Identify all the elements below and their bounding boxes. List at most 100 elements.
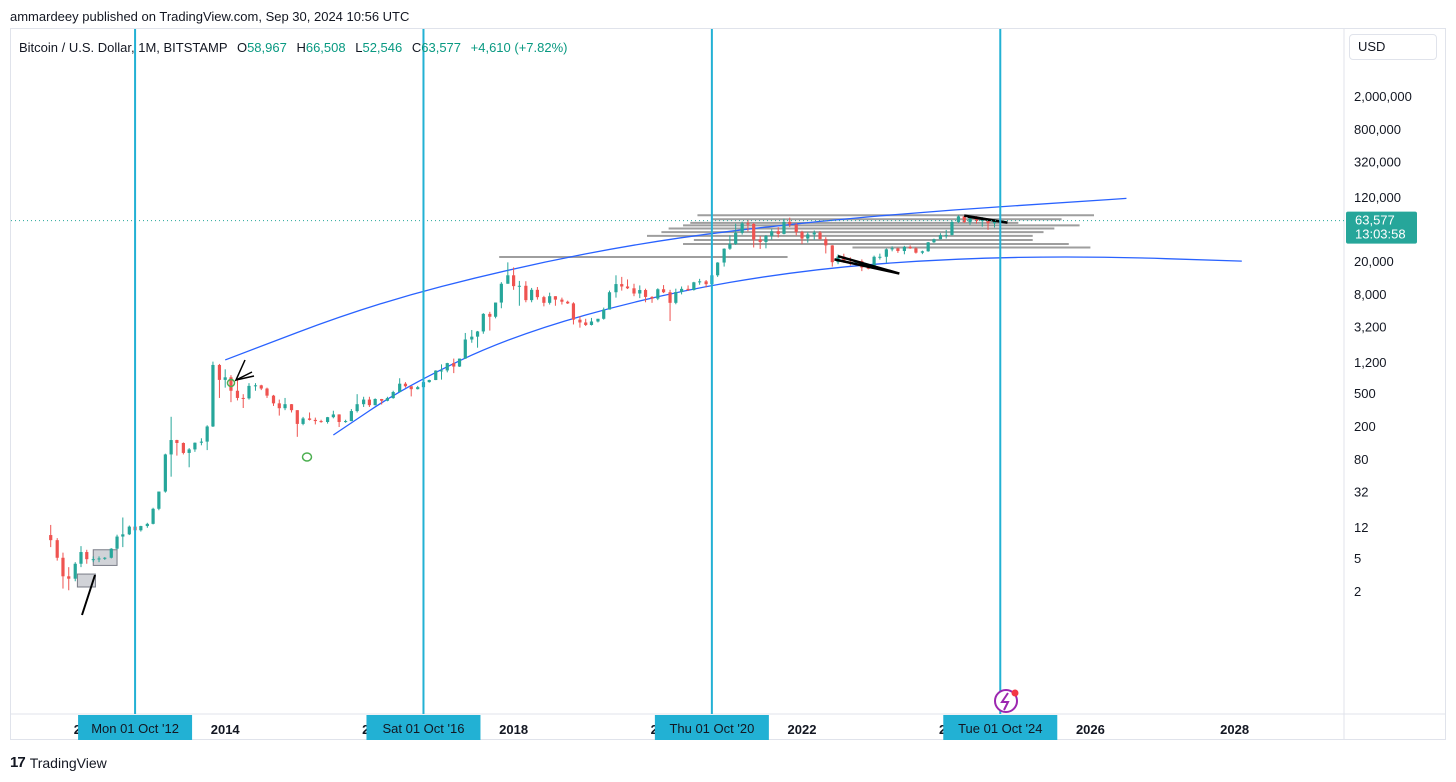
candle-body (620, 284, 624, 287)
open-label: O (236, 40, 248, 55)
candle-body (638, 290, 642, 294)
candle-body (97, 558, 101, 560)
y-tick-label: 20,000 (1354, 254, 1394, 269)
candle-body (625, 286, 630, 289)
candle-body (602, 309, 606, 319)
candle-body (127, 526, 131, 535)
y-tick-label: 320,000 (1354, 155, 1401, 170)
candle-body (67, 576, 71, 579)
candle-body (656, 289, 660, 299)
candle-body (938, 235, 943, 240)
candle-body (920, 251, 925, 253)
candle-body (481, 313, 485, 332)
candle-body (740, 223, 744, 233)
candle-body (217, 364, 222, 380)
candle-body (566, 301, 570, 304)
y-tick-label: 1,200 (1354, 355, 1387, 370)
candle-body (914, 248, 918, 253)
candle-body (380, 398, 384, 401)
candle-body (596, 318, 600, 322)
high-value: 66,508 (305, 40, 346, 55)
candle-body (986, 219, 990, 224)
lower-channel-curve[interactable] (332, 256, 1242, 436)
candle-body (427, 380, 431, 383)
candle-body (235, 390, 240, 398)
candle-body (517, 285, 521, 287)
last-price-value: 63,577 (1355, 213, 1395, 228)
candle-body (181, 442, 185, 453)
currency-button[interactable]: USD (1349, 34, 1437, 60)
candle-body (553, 296, 558, 300)
candle-body (259, 385, 263, 389)
candle-body (475, 331, 480, 337)
low-value: 52,546 (362, 40, 403, 55)
candle-body (283, 404, 287, 409)
candle-body (452, 363, 456, 367)
symbol-name[interactable]: Bitcoin / U.S. Dollar, 1M, BITSTAMP (19, 40, 228, 55)
wedge-drawing[interactable] (964, 214, 1008, 224)
candle-body (163, 454, 167, 492)
candle-body (319, 421, 323, 423)
candle-body (355, 404, 359, 412)
candle-body (932, 239, 936, 243)
candle-body (734, 232, 738, 244)
candle-body (506, 275, 510, 284)
cycle-date-label: Tue 01 Oct '24 (958, 721, 1042, 736)
candle-body (770, 231, 774, 236)
trend-stroke[interactable] (81, 574, 96, 616)
candle-body (589, 321, 594, 325)
x-tick-label: 2026 (1076, 722, 1105, 737)
candle-body (752, 223, 756, 240)
candle-body (788, 221, 792, 225)
candle-body (362, 399, 366, 405)
candle-body (902, 246, 906, 251)
y-tick-label: 800,000 (1354, 122, 1401, 137)
cycle-date-tag[interactable] (78, 715, 193, 740)
tradingview-brand[interactable]: 17 TradingView (10, 754, 107, 771)
open-value: 58,967 (247, 40, 287, 55)
candle-body (79, 552, 83, 564)
candle-body (241, 397, 245, 399)
low-label: L (355, 40, 363, 55)
candle-body (872, 256, 876, 269)
wedge-drawing[interactable] (834, 255, 900, 275)
candle-body (73, 563, 77, 579)
candle-body (121, 534, 125, 537)
bottom-circle-marker[interactable] (301, 452, 313, 462)
arrow-head-icon (234, 359, 253, 382)
candle-body (493, 302, 498, 317)
candle-body (908, 246, 912, 249)
publisher-line: ammardeey published on TradingView.com, … (10, 9, 410, 24)
candle-body (632, 288, 636, 294)
candle-body (109, 548, 113, 558)
candle-body (193, 442, 197, 450)
candle-body (289, 404, 294, 411)
upper-channel-curve[interactable] (224, 197, 1127, 361)
candle-body (926, 242, 930, 252)
cycle-date-tag[interactable] (943, 715, 1058, 740)
candle-body (962, 216, 966, 223)
candle-body (49, 535, 53, 541)
candle-body (764, 235, 768, 242)
last-price-tag[interactable] (1346, 211, 1417, 244)
y-tick-label: 120,000 (1354, 190, 1401, 205)
top-circle-marker[interactable] (226, 378, 236, 388)
candle-body (385, 398, 390, 401)
cycle-date-tag[interactable] (366, 715, 481, 740)
candle-body (794, 224, 798, 232)
candle-body (91, 559, 95, 561)
candle-body (470, 336, 474, 340)
cycle-date-tag[interactable] (654, 715, 769, 740)
candle-body (175, 440, 179, 443)
candle-body (878, 256, 882, 258)
candle-body (607, 292, 612, 310)
candle-body (313, 419, 317, 422)
range-box[interactable] (76, 573, 96, 588)
candle-body (403, 383, 408, 387)
candle-body (974, 218, 979, 222)
candle-body (199, 441, 204, 443)
candle-body (307, 418, 312, 420)
candle-body (728, 243, 732, 249)
candle-body (890, 248, 894, 250)
